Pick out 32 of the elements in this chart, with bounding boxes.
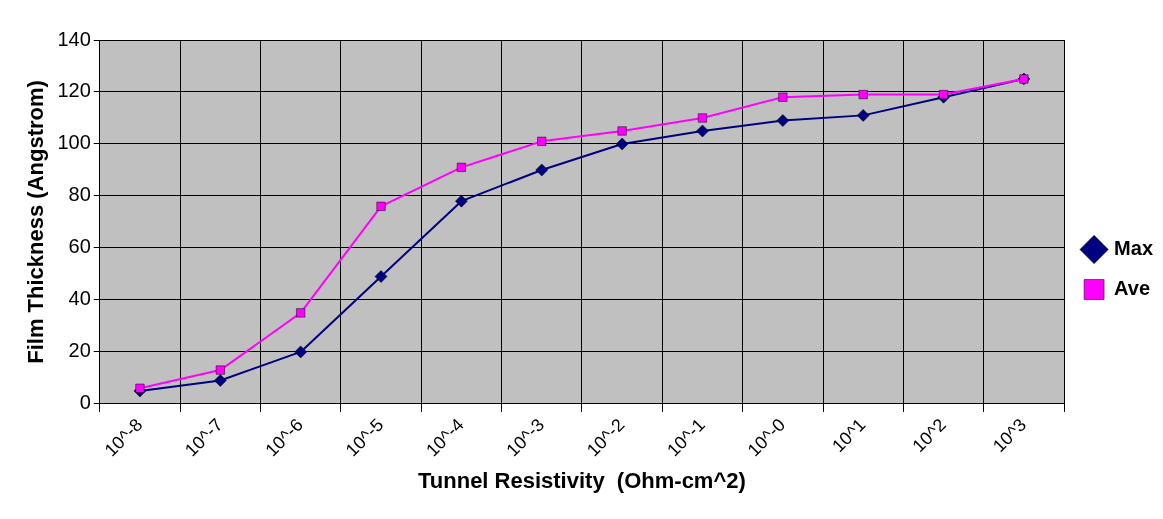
point — [294, 345, 307, 359]
point — [296, 308, 306, 318]
y-tick-label: 100 — [57, 131, 91, 154]
y-tick-label: 20 — [68, 339, 91, 362]
point — [615, 137, 629, 151]
point — [535, 163, 548, 177]
point — [455, 194, 468, 208]
y-axis-title: Film Thickness (Angstrom) — [23, 80, 49, 364]
legend-label: Ave — [1114, 277, 1151, 300]
point — [856, 109, 870, 122]
point — [696, 124, 709, 138]
point — [537, 136, 547, 146]
y-tick-label: 120 — [57, 79, 91, 102]
y-tick-label: 140 — [57, 27, 91, 50]
point — [778, 92, 788, 102]
point — [456, 162, 466, 172]
point — [939, 90, 949, 100]
y-tick-label: 40 — [68, 287, 91, 310]
point — [697, 113, 707, 123]
legend-label: Max — [1114, 237, 1153, 260]
y-tick-label: 80 — [68, 183, 91, 206]
point — [858, 90, 868, 100]
point — [776, 114, 790, 127]
x-axis-title: Tunnel Resistivity (Ohm-cm^2) — [418, 467, 746, 493]
point — [135, 383, 145, 393]
point — [374, 270, 388, 283]
y-tick-label: 0 — [79, 391, 91, 414]
point — [376, 201, 386, 211]
y-tick-label: 60 — [68, 235, 91, 258]
point — [215, 365, 225, 375]
point — [214, 374, 227, 387]
point — [617, 126, 627, 136]
